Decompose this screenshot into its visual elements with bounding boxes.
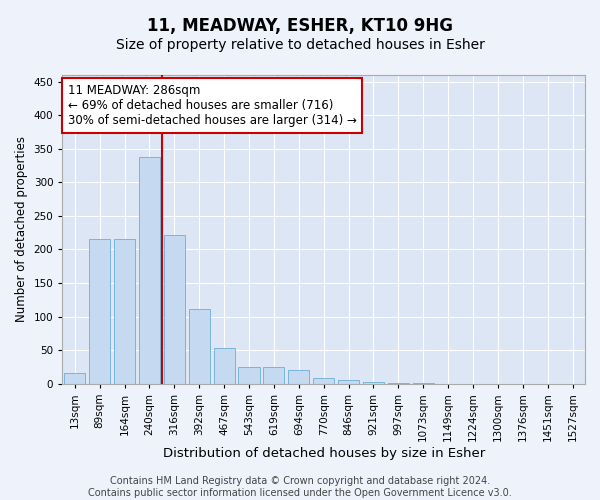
Bar bbox=[313, 378, 334, 384]
Bar bbox=[114, 240, 135, 384]
Bar bbox=[139, 157, 160, 384]
Bar bbox=[413, 383, 434, 384]
Y-axis label: Number of detached properties: Number of detached properties bbox=[15, 136, 28, 322]
Text: 11, MEADWAY, ESHER, KT10 9HG: 11, MEADWAY, ESHER, KT10 9HG bbox=[147, 18, 453, 36]
Bar bbox=[363, 382, 384, 384]
X-axis label: Distribution of detached houses by size in Esher: Distribution of detached houses by size … bbox=[163, 447, 485, 460]
Bar bbox=[164, 236, 185, 384]
Bar bbox=[64, 373, 85, 384]
Text: 11 MEADWAY: 286sqm
← 69% of detached houses are smaller (716)
30% of semi-detach: 11 MEADWAY: 286sqm ← 69% of detached hou… bbox=[68, 84, 356, 128]
Bar bbox=[214, 348, 235, 384]
Bar bbox=[338, 380, 359, 384]
Bar bbox=[263, 367, 284, 384]
Bar bbox=[188, 309, 210, 384]
Bar bbox=[238, 367, 260, 384]
Text: Size of property relative to detached houses in Esher: Size of property relative to detached ho… bbox=[116, 38, 484, 52]
Bar bbox=[388, 383, 409, 384]
Bar bbox=[288, 370, 310, 384]
Text: Contains HM Land Registry data © Crown copyright and database right 2024.
Contai: Contains HM Land Registry data © Crown c… bbox=[88, 476, 512, 498]
Bar bbox=[89, 240, 110, 384]
